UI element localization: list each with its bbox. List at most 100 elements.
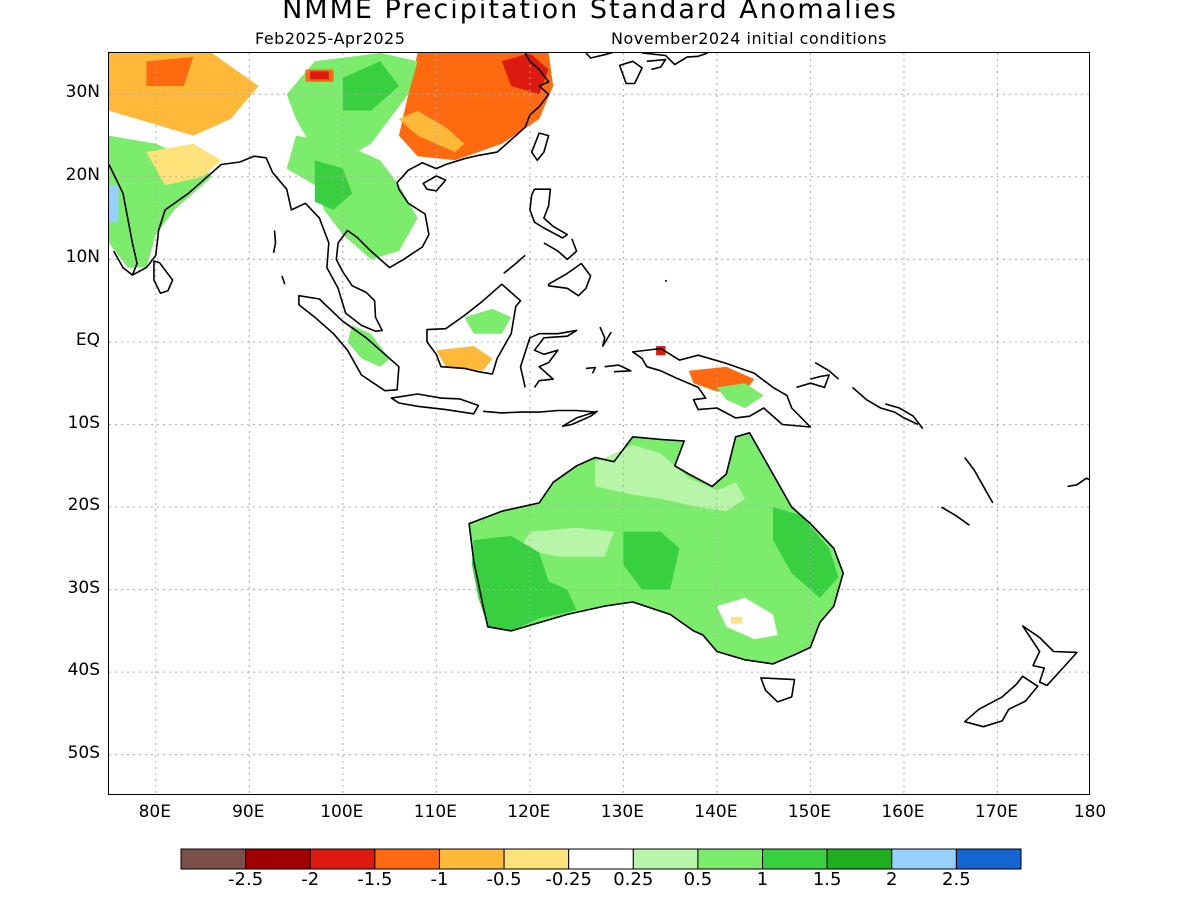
anomaly-borneo-north-green — [464, 308, 512, 334]
coastline-korea — [585, 53, 614, 59]
colorbar-swatch — [503, 848, 570, 870]
coastline-palawan — [503, 254, 526, 275]
colorbar-label: 2 — [886, 869, 898, 890]
coastline-hainan — [422, 175, 447, 192]
coastline-japan-kyushu — [618, 60, 643, 85]
coastline-luzon — [529, 188, 569, 239]
anomaly-indochina-green — [286, 135, 418, 260]
lon-tick-label: 180 — [1073, 802, 1107, 822]
anomaly-borneo-south-yellow — [436, 346, 493, 371]
coastline-nz-north — [1021, 625, 1078, 687]
colorbar-label: -0.25 — [545, 869, 592, 890]
anomaly-india-north-yellow — [109, 53, 259, 136]
coastline-vanuatu — [964, 457, 994, 504]
coastline-sumatra — [298, 294, 400, 392]
coastline-java — [390, 393, 480, 415]
colorbar-swatch — [891, 848, 957, 870]
colorbar-swatch — [826, 848, 893, 870]
coastline-seram — [604, 364, 632, 373]
anomaly-australia-southeast-yellow — [730, 616, 743, 624]
colorbar-label: -2.5 — [228, 869, 264, 890]
colorbar-swatch — [245, 848, 311, 870]
coastline-nicobar — [281, 275, 286, 285]
anomaly-china-east-red — [501, 53, 549, 95]
anomaly-tibet-dark — [342, 61, 399, 111]
coastline-sri-lanka — [153, 260, 174, 294]
colorbar-label: -1 — [430, 869, 449, 890]
lon-tick-label: 120E — [507, 802, 551, 822]
anomaly-australia-west-dark — [471, 535, 577, 631]
anomaly-new-guinea-green — [716, 383, 764, 408]
anomaly-india-west-blue — [109, 185, 119, 223]
colorbar-label: -1.5 — [357, 869, 393, 890]
coastline-borneo — [426, 283, 522, 375]
coastline-asia-mainland — [109, 164, 138, 276]
anomaly-australia-central-light — [520, 527, 614, 557]
anomaly-australia-center-dark — [623, 531, 680, 590]
coastline-lesser-sunda — [483, 409, 596, 414]
coastline-japan-shikoku — [646, 58, 667, 71]
lat-tick-label: 20S — [67, 495, 100, 516]
coastline-solomons-2 — [884, 403, 924, 430]
lat-tick-label: 20N — [65, 164, 100, 185]
coastline-taiwan — [530, 132, 550, 162]
colorbar-swatch — [955, 848, 1022, 870]
lat-tick-label: 50S — [67, 742, 100, 763]
anomaly-india-central-yellow — [146, 143, 222, 186]
lat-tick-label: 30N — [65, 82, 100, 103]
lon-tick-label: 140E — [694, 802, 738, 822]
lon-tick-label: 90E — [232, 802, 265, 822]
coastline-timor — [561, 410, 599, 428]
colorbar — [180, 848, 1022, 870]
coastline-micronesia — [664, 279, 668, 283]
anomaly-australia-east-dark — [773, 507, 839, 598]
lat-tick-label: 10S — [67, 412, 100, 433]
coastline-halmahera — [599, 326, 612, 347]
colorbar-swatch — [374, 848, 440, 870]
colorbar-label: 0.5 — [683, 869, 713, 890]
colorbar-swatch — [568, 848, 634, 870]
coastline-new-ireland — [814, 361, 840, 380]
lat-tick-label: 30S — [67, 577, 100, 598]
anomaly-china-southeast-lightorange — [398, 110, 465, 153]
colorbar-swatch — [309, 848, 376, 870]
colorbar-swatch — [632, 848, 699, 870]
colorbar-label: 0.25 — [613, 869, 654, 890]
anomaly-sumatra-green — [347, 325, 390, 367]
coastline-tasmania — [760, 677, 796, 703]
coastline-fiji — [1067, 477, 1089, 488]
lon-tick-label: 150E — [787, 802, 832, 822]
coastline-new-guinea — [631, 347, 812, 428]
coastline-new-caledonia — [940, 506, 970, 526]
lon-tick-label: 130E — [600, 802, 644, 822]
coastline-andaman — [272, 230, 277, 253]
coastline-bismarck — [796, 374, 830, 389]
colorbar-swatch — [762, 848, 828, 870]
colorbar-swatch — [697, 848, 764, 870]
lon-tick-label: 170E — [974, 802, 1019, 822]
colorbar-swatch — [438, 848, 505, 870]
lon-tick-label: 110E — [413, 802, 457, 822]
lon-tick-label: 100E — [320, 802, 364, 822]
map-title: NMME Precipitation Standard Anomalies — [282, 0, 898, 25]
lat-tick-label: 10N — [65, 247, 100, 268]
colorbar-swatch — [180, 848, 247, 870]
coastline-asia-east-coast — [132, 53, 550, 333]
initial-conditions: November2024 initial conditions — [611, 29, 887, 48]
map-plot-area — [108, 52, 1090, 795]
colorbar-label: 1 — [756, 869, 769, 890]
coastline-australia — [468, 431, 845, 665]
colorbar-label: 1.5 — [812, 869, 842, 890]
coastline-nz-south — [963, 675, 1039, 728]
lon-tick-label: 80E — [138, 802, 171, 822]
coastline-solomons-1 — [851, 386, 919, 426]
lon-tick-label: 160E — [881, 802, 925, 822]
lat-tick-label: 40S — [67, 660, 100, 681]
colorbar-label: 2.5 — [942, 869, 971, 890]
anomaly-australia-north-light — [595, 445, 745, 512]
coastline-sulawesi — [519, 329, 578, 388]
coastline-japan-honshu — [642, 53, 708, 66]
coastline-buru — [585, 366, 597, 374]
anomaly-australia-southeast-white — [716, 597, 778, 640]
coastline-mindanao — [547, 262, 592, 297]
